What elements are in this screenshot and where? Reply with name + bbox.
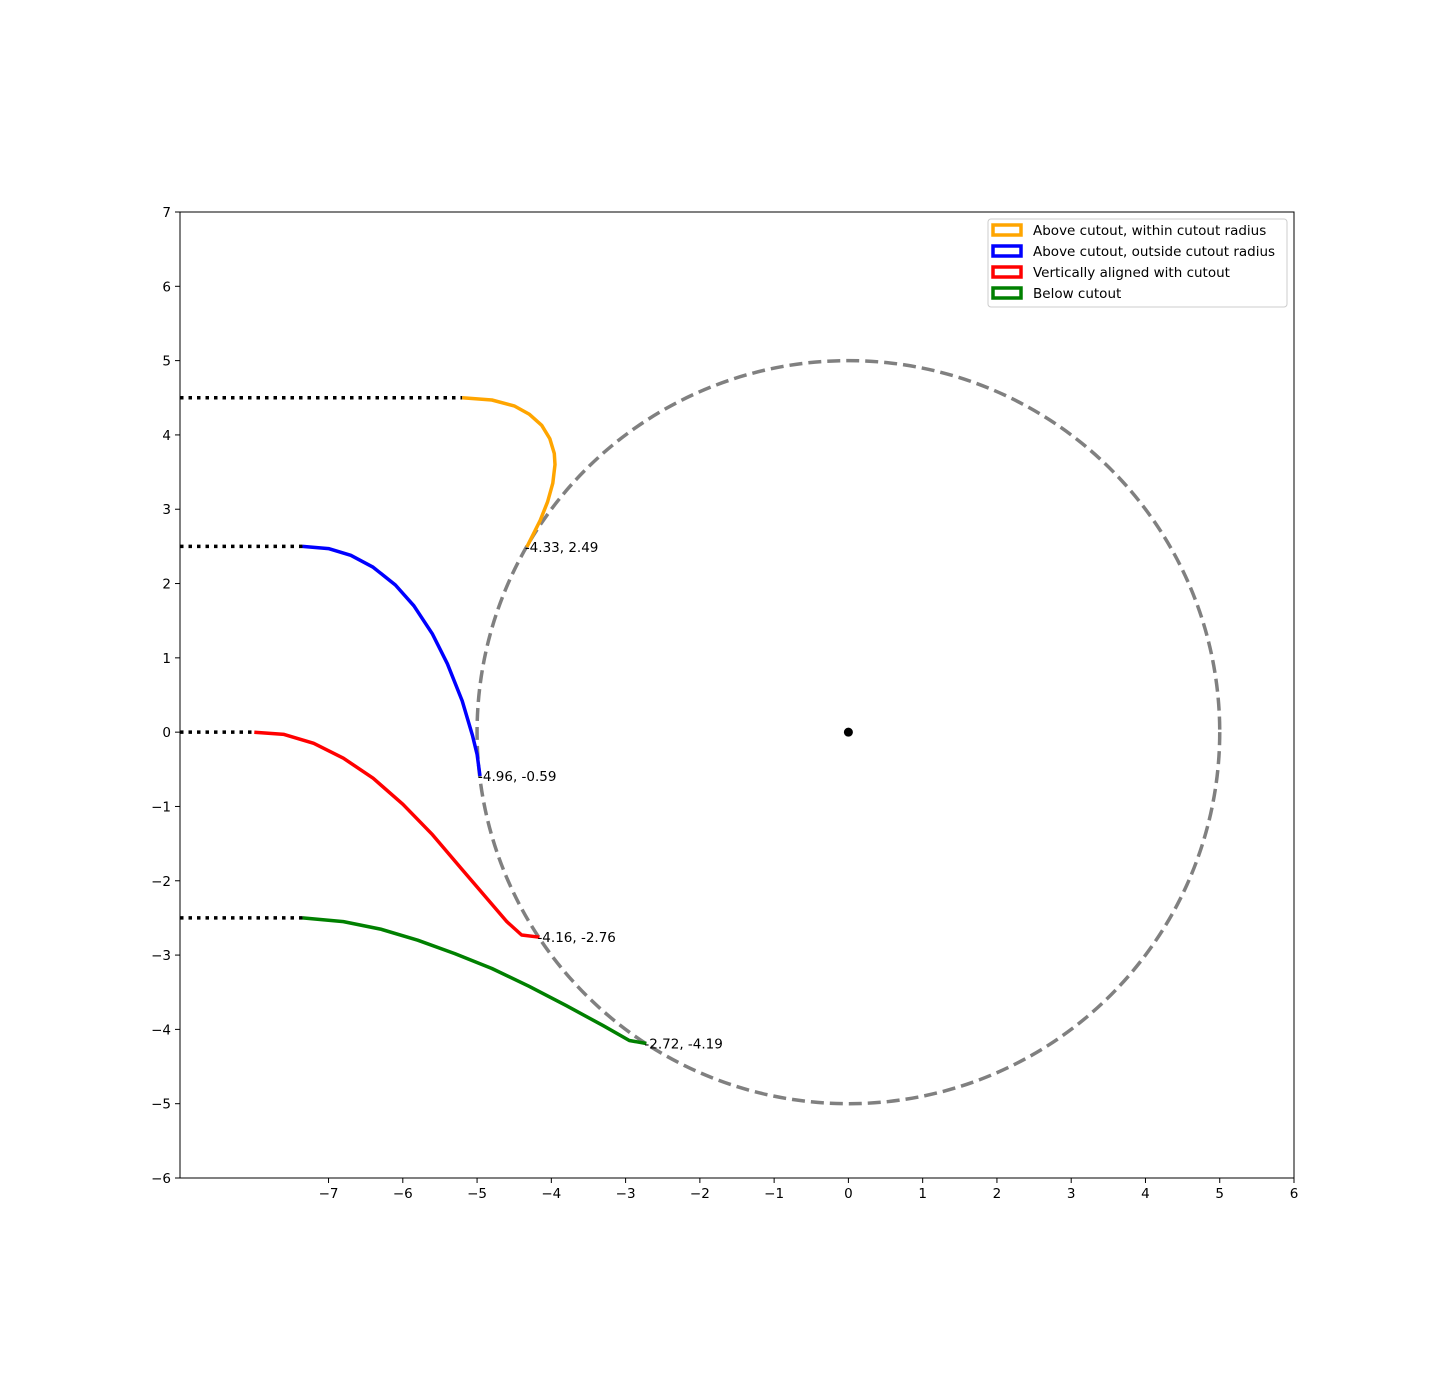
y-tick-label: −6 <box>151 1171 171 1187</box>
x-tick-label: −2 <box>690 1186 710 1202</box>
series-2-end-label: -4.16, -2.76 <box>537 930 615 946</box>
series-3-end-label: -2.72, -4.19 <box>644 1037 722 1053</box>
series-1-curve <box>302 544 482 777</box>
x-tick-label: 5 <box>1215 1186 1224 1202</box>
x-tick-label: 3 <box>1067 1186 1076 1202</box>
x-tick-label: −1 <box>764 1186 784 1202</box>
x-tick-label: 1 <box>918 1186 927 1202</box>
x-tick-label: −3 <box>616 1186 636 1202</box>
legend-label-1: Above cutout, outside cutout radius <box>1033 244 1275 260</box>
y-tick-label: 5 <box>162 354 171 370</box>
x-tick-label: −7 <box>319 1186 339 1202</box>
legend-box <box>987 218 1288 308</box>
y-tick-label: −1 <box>151 799 171 815</box>
series-0-curve <box>462 396 557 548</box>
cutout-circle <box>475 358 1222 1106</box>
axis-ticks: −7 −6 −5 −4 −3 −2 −1 0 1 2 3 4 5 6 −6 −5 −4 −3 −2 −1 0 1 2 3 4 5 6… <box>151 205 1298 1202</box>
y-tick-label: 1 <box>162 651 171 667</box>
y-tick-label: 4 <box>162 428 171 444</box>
legend-label-0: Above cutout, within cutout radius <box>1033 223 1266 239</box>
y-tick-label: 0 <box>162 725 171 741</box>
series-2-curve <box>254 730 540 939</box>
y-tick-label: 6 <box>162 279 171 295</box>
y-tick-label: 7 <box>162 205 171 221</box>
y-tick-label: −2 <box>151 874 171 890</box>
x-tick-label: 0 <box>844 1186 853 1202</box>
series-0-end-label: -4.33, 2.49 <box>525 540 599 556</box>
legend: Above cutout, within cutout radius Above … <box>987 218 1288 308</box>
axes-frame <box>179 211 1295 1179</box>
center-point <box>843 727 853 737</box>
legend-swatch-1 <box>991 244 1023 258</box>
y-tick-label: −4 <box>151 1022 171 1038</box>
legend-swatch-0 <box>991 223 1023 237</box>
x-tick-label: −4 <box>541 1186 561 1202</box>
plot-marks: -4.33, 2.49 -4.96, -0.59 -4.16, -2.76 -2.72… <box>180 358 1222 1106</box>
x-tick-label: 6 <box>1290 1186 1299 1202</box>
x-tick-label: 4 <box>1141 1186 1150 1202</box>
y-tick-label: −5 <box>151 1097 171 1113</box>
legend-swatch-3 <box>991 286 1023 300</box>
x-tick-label: 2 <box>993 1186 1002 1202</box>
y-tick-label: 2 <box>162 577 171 593</box>
series-3-curve <box>302 916 647 1046</box>
x-tick-label: −5 <box>467 1186 487 1202</box>
legend-swatch-2 <box>991 265 1023 279</box>
legend-label-2: Vertically aligned with cutout <box>1033 265 1230 281</box>
y-tick-label: 3 <box>162 502 171 518</box>
y-tick-label: −3 <box>151 948 171 964</box>
x-tick-label: −6 <box>393 1186 413 1202</box>
legend-label-3: Below cutout <box>1033 286 1121 302</box>
series-1-end-label: -4.96, -0.59 <box>478 769 556 785</box>
